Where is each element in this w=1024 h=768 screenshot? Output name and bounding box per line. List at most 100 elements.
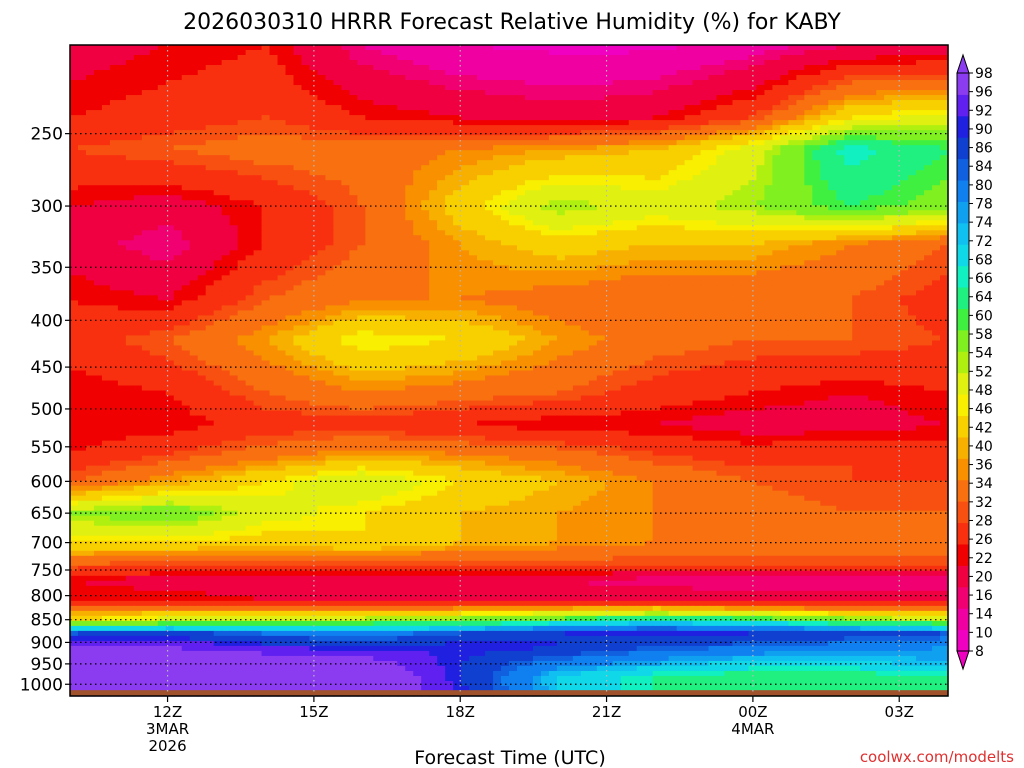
- heat-cell: [205, 120, 215, 126]
- heat-cell: [660, 170, 670, 176]
- heat-cell: [932, 195, 941, 201]
- heat-cell: [588, 45, 598, 51]
- heat-cell: [764, 155, 773, 161]
- heat-cell: [596, 255, 606, 261]
- heat-cell: [580, 255, 590, 261]
- heat-cell: [852, 70, 861, 76]
- heat-cell: [461, 55, 470, 61]
- heat-cell: [572, 260, 582, 266]
- heat-cell: [133, 270, 143, 276]
- heat-cell: [828, 220, 837, 226]
- heat-cell: [317, 150, 327, 156]
- heat-cell: [556, 265, 566, 271]
- heat-cell: [389, 270, 398, 276]
- heat-cell: [852, 60, 861, 66]
- heat-cell: [397, 210, 406, 216]
- heat-cell: [844, 80, 853, 86]
- heat-cell: [596, 235, 606, 241]
- heat-cell: [836, 150, 845, 156]
- heat-cell: [261, 155, 271, 161]
- heat-cell: [293, 90, 303, 96]
- heat-cell: [341, 140, 350, 146]
- heat-cell: [477, 45, 486, 51]
- heat-cell: [101, 50, 111, 56]
- heat-cell: [197, 140, 207, 146]
- heat-cell: [804, 205, 813, 211]
- heat-cell: [477, 250, 486, 256]
- heat-cell: [445, 250, 454, 256]
- heat-cell: [445, 85, 454, 91]
- heat-cell: [509, 100, 518, 106]
- heat-cell: [493, 240, 502, 246]
- heat-cell: [612, 120, 622, 126]
- heat-cell: [732, 90, 742, 96]
- heat-cell: [572, 155, 582, 161]
- heat-cell: [732, 55, 742, 61]
- heat-cell: [349, 195, 358, 201]
- heat-cell: [836, 95, 845, 101]
- heat-cell: [77, 60, 87, 66]
- heat-cell: [660, 75, 670, 81]
- heat-cell: [564, 110, 574, 116]
- heat-cell: [572, 210, 582, 216]
- heat-cell: [165, 100, 175, 106]
- heat-cell: [780, 205, 789, 211]
- heat-cell: [485, 210, 494, 216]
- heat-cell: [429, 145, 438, 151]
- heat-cell: [397, 220, 406, 226]
- heat-cell: [548, 150, 558, 156]
- heat-cell: [772, 240, 781, 246]
- heat-cell: [828, 80, 837, 86]
- heat-cell: [940, 60, 949, 66]
- heat-cell: [916, 225, 925, 231]
- heat-cell: [548, 105, 558, 111]
- heat-cell: [860, 65, 869, 71]
- heat-cell: [868, 60, 877, 66]
- heat-cell: [748, 50, 758, 56]
- heat-cell: [461, 235, 470, 241]
- heat-cell: [548, 95, 558, 101]
- heat-cell: [397, 95, 406, 101]
- heat-cell: [133, 195, 143, 201]
- heat-cell: [445, 120, 454, 126]
- heat-cell: [836, 85, 845, 91]
- heat-cell: [684, 155, 694, 161]
- heat-cell: [700, 120, 710, 126]
- heat-cell: [269, 185, 279, 191]
- heat-cell: [524, 265, 534, 271]
- heat-cell: [668, 85, 678, 91]
- heat-cell: [101, 225, 111, 231]
- heat-cell: [445, 125, 454, 131]
- heat-cell: [453, 230, 462, 236]
- heat-cell: [596, 185, 606, 191]
- heat-cell: [437, 215, 446, 221]
- heat-cell: [572, 120, 582, 126]
- heat-cell: [429, 225, 438, 231]
- heat-cell: [221, 230, 231, 236]
- heat-cell: [285, 125, 295, 131]
- heat-cell: [652, 70, 662, 76]
- heat-cell: [580, 230, 590, 236]
- heat-cell: [708, 265, 718, 271]
- heat-cell: [357, 110, 366, 116]
- heat-cell: [812, 125, 821, 131]
- heat-cell: [405, 240, 414, 246]
- heat-cell: [740, 145, 750, 151]
- heat-cell: [684, 95, 694, 101]
- heat-cell: [644, 100, 654, 106]
- heat-cell: [373, 215, 382, 221]
- heat-cell: [700, 150, 710, 156]
- heat-cell: [125, 130, 135, 136]
- heat-cell: [908, 250, 917, 256]
- heat-cell: [397, 230, 406, 236]
- heat-cell: [341, 120, 350, 126]
- heat-cell: [70, 195, 79, 201]
- heat-cell: [924, 235, 933, 241]
- heat-cell: [732, 105, 742, 111]
- heat-cell: [493, 265, 502, 271]
- heat-cell: [700, 50, 710, 56]
- heat-cell: [141, 245, 151, 251]
- heat-cell: [365, 235, 374, 241]
- heat-cell: [724, 135, 734, 141]
- heat-cell: [85, 140, 95, 146]
